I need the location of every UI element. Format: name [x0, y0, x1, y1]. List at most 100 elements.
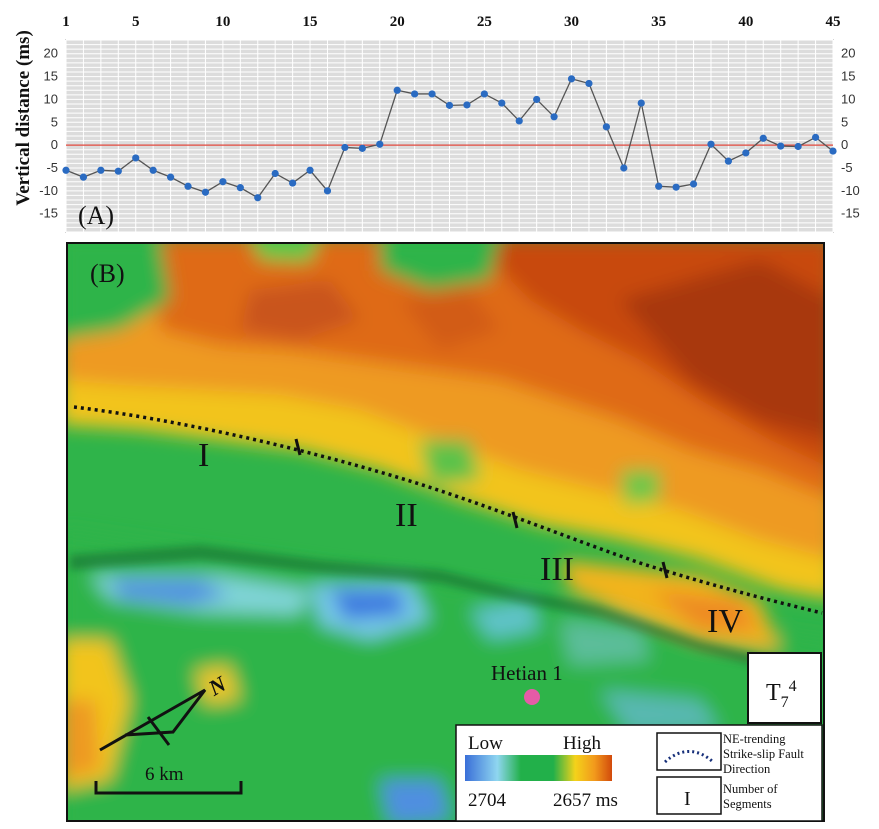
legend-high-value: 2657 ms — [553, 790, 618, 811]
x-tick-label: 1 — [62, 14, 70, 30]
segment-break-3 — [661, 561, 669, 579]
data-point — [777, 142, 785, 150]
y-tick-label-left: 5 — [51, 114, 58, 129]
y-ticks-right: -15 -10 -5 0 5 10 15 20 — [841, 46, 860, 221]
data-point — [79, 173, 88, 181]
data-point — [655, 182, 663, 190]
y-tick-label-right: 5 — [841, 114, 848, 129]
data-point — [166, 173, 175, 181]
legend-low-value: 2704 — [468, 790, 507, 811]
data-point — [149, 166, 157, 174]
legend-segment-label-2: Segments — [723, 797, 772, 811]
data-point — [114, 167, 122, 175]
legend-high-label: High — [563, 733, 602, 754]
series-points — [62, 75, 837, 202]
data-point — [672, 183, 680, 191]
horizon-box — [747, 652, 822, 724]
x-tick-label: 45 — [826, 14, 841, 30]
y-tick-label-left: 10 — [44, 91, 58, 106]
data-point — [829, 147, 837, 155]
data-point — [376, 140, 384, 148]
y-tick-label-right: 10 — [841, 91, 855, 106]
data-point — [724, 157, 733, 165]
data-point — [289, 179, 297, 187]
data-point — [742, 149, 750, 157]
data-point — [637, 99, 645, 107]
data-point — [498, 99, 506, 107]
data-point — [97, 166, 105, 174]
well-marker — [524, 689, 540, 705]
data-point — [271, 169, 279, 178]
x-ticks-top: 1 5 10 15 20 25 30 35 40 45 — [62, 14, 840, 30]
legend-fault-symbol — [663, 750, 715, 764]
legend-colorbar — [465, 755, 612, 781]
legend-segment-symbol: I — [684, 788, 691, 810]
data-point — [585, 79, 593, 88]
x-tick-label: 10 — [215, 14, 230, 30]
well-label: Hetian 1 — [491, 661, 563, 685]
data-point — [306, 166, 314, 174]
data-point — [411, 90, 419, 98]
surface-image — [68, 244, 823, 820]
legend: Low High 2704 2657 ms NE-trending Strike… — [455, 724, 823, 822]
legend-segment-label-1: Number of — [723, 782, 778, 796]
segment-break-2 — [511, 511, 519, 529]
x-tick-label: 15 — [303, 14, 318, 30]
segment-label-1: I — [198, 437, 209, 474]
map-b: (B) I II III IV Hetian 1 T74 N 6 km Low — [66, 242, 825, 822]
scale-bar — [94, 781, 243, 795]
data-point — [689, 180, 698, 188]
data-point — [201, 188, 210, 196]
y-tick-label-right: 0 — [841, 137, 848, 152]
data-point — [567, 75, 576, 83]
data-point — [463, 101, 471, 109]
data-point — [236, 184, 244, 192]
gridlines — [65, 39, 834, 233]
y-tick-label-left: -15 — [39, 206, 58, 221]
data-point — [533, 95, 541, 104]
data-point — [759, 134, 767, 142]
x-tick-label: 40 — [738, 14, 753, 30]
horizon-label: T74 — [766, 678, 797, 711]
data-point — [393, 86, 401, 94]
data-point — [811, 133, 820, 141]
y-tick-label-right: -15 — [841, 206, 860, 221]
fault-trace — [73, 405, 823, 615]
y-tick-label-left: 0 — [51, 137, 58, 152]
data-point — [254, 194, 262, 202]
data-point — [323, 187, 332, 195]
x-tick-label: 20 — [390, 14, 405, 30]
x-tick-label: 25 — [477, 14, 492, 30]
data-point — [219, 178, 227, 186]
data-point — [480, 90, 488, 98]
data-point — [358, 144, 366, 152]
data-point — [428, 90, 436, 98]
x-tick-label: 5 — [132, 14, 140, 30]
y-tick-label-right: 15 — [841, 69, 855, 84]
y-tick-label-right: 20 — [841, 46, 855, 61]
legend-fault-label-2: Strike-slip Fault — [723, 747, 804, 761]
data-point — [620, 164, 628, 172]
legend-fault-label-3: Direction — [723, 762, 771, 776]
panel-a-label: (A) — [78, 201, 114, 230]
y-tick-label-right: -10 — [841, 183, 860, 198]
scale-label: 6 km — [145, 764, 184, 785]
legend-low-label: Low — [468, 733, 503, 754]
segment-label-2: II — [395, 497, 418, 534]
data-point — [132, 154, 140, 162]
data-point — [707, 140, 715, 148]
y-tick-label-left: -5 — [46, 160, 58, 175]
data-point — [794, 142, 802, 151]
segment-label-4: IV — [707, 603, 743, 640]
map-frame — [66, 242, 825, 822]
y-ticks-left: -15 -10 -5 0 5 10 15 20 — [39, 46, 58, 221]
data-point — [184, 182, 192, 190]
data-point — [550, 113, 558, 121]
north-arrow — [99, 688, 207, 752]
y-tick-label-left: 15 — [44, 69, 58, 84]
data-point — [602, 123, 610, 131]
y-tick-label-right: -5 — [841, 160, 853, 175]
y-axis-label: Vertical distance (ms) — [13, 30, 34, 206]
